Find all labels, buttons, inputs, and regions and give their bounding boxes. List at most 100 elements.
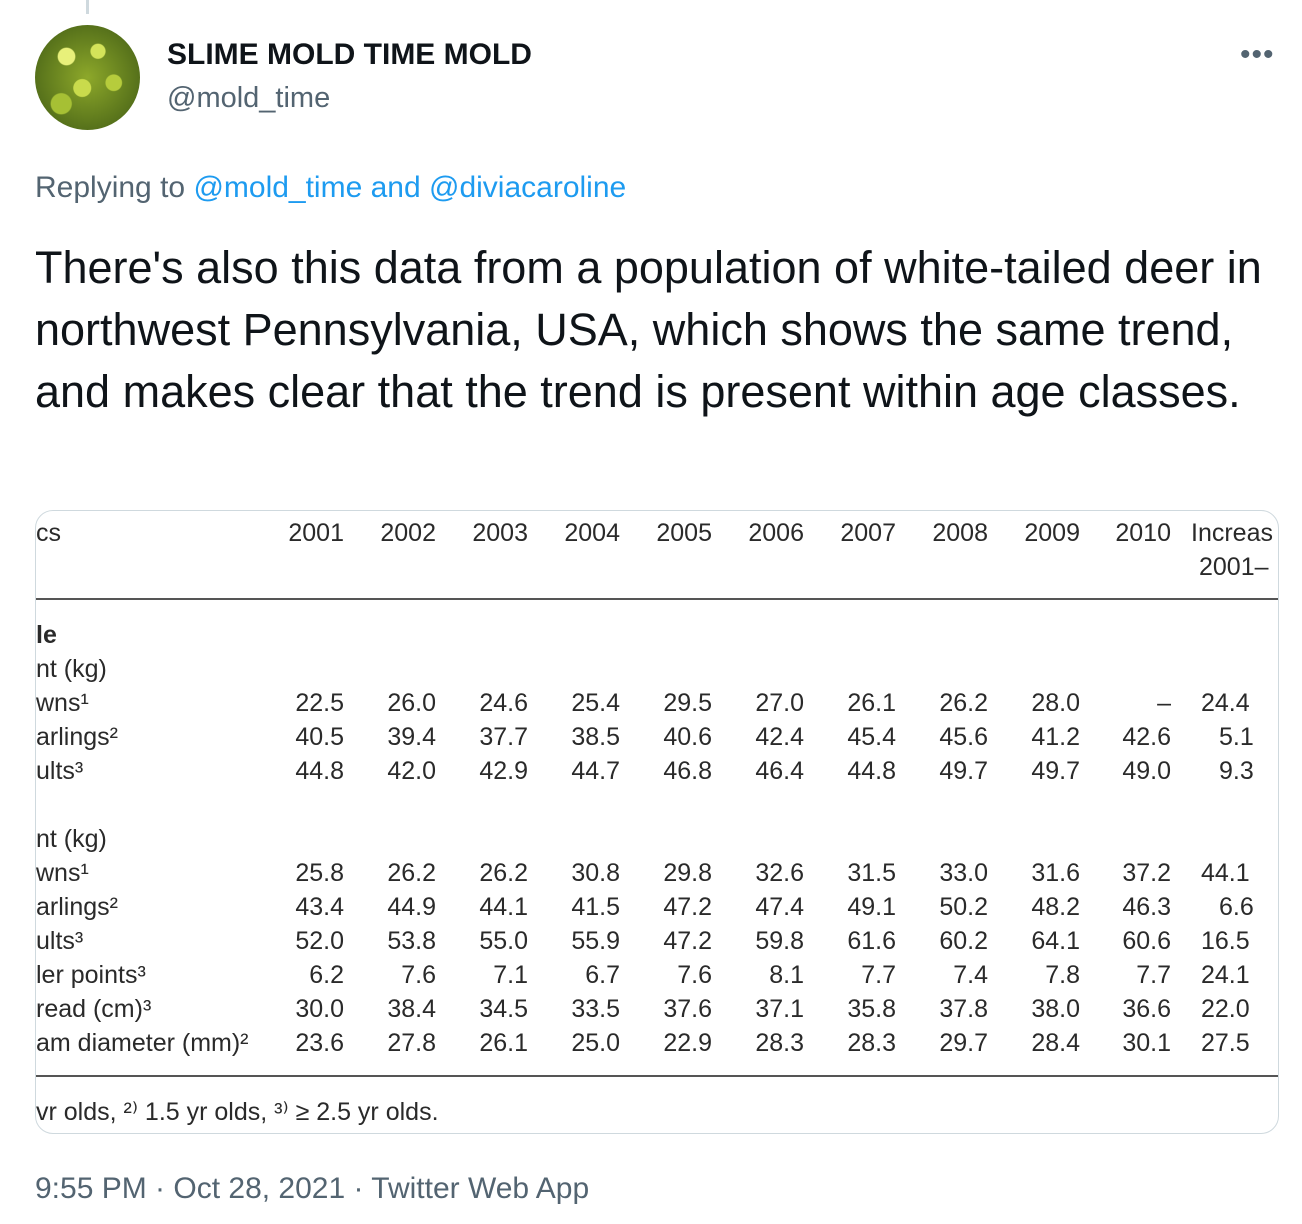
replying-to: Replying to @mold_time and @diviacarolin…: [35, 171, 626, 205]
row-label: nt (kg): [36, 825, 107, 853]
table-cell: 37.8: [939, 995, 988, 1023]
table-rule-top: [36, 598, 1278, 600]
table-cell: 47.2: [663, 927, 712, 955]
increase-header-range: 2001–: [1199, 553, 1269, 581]
table-cell: 42.4: [755, 723, 804, 751]
table-cell: 30.8: [571, 859, 620, 887]
increase-cell: 22.0: [1201, 995, 1250, 1023]
increase-cell: 6.6: [1219, 893, 1254, 921]
table-cell: 41.2: [1031, 723, 1080, 751]
table-cell: 46.4: [755, 757, 804, 785]
table-cell: 26.2: [479, 859, 528, 887]
table-cell: 59.8: [755, 927, 804, 955]
table-cell: 36.6: [1122, 995, 1171, 1023]
tweet-text: There's also this data from a population…: [35, 242, 1262, 417]
table-cell: 7.6: [677, 961, 712, 989]
table-cell: 39.4: [387, 723, 436, 751]
increase-cell: 16.5: [1201, 927, 1250, 955]
year-header: 2001: [288, 519, 344, 547]
timestamp[interactable]: 9:55 PM · Oct 28, 2021 · Twitter Web App: [35, 1172, 590, 1205]
table-cell: 30.0: [295, 995, 344, 1023]
table-cell: 40.6: [663, 723, 712, 751]
table-cell: 60.6: [1122, 927, 1171, 955]
table-cell: 46.3: [1122, 893, 1171, 921]
data-table: cs 2001 2002 2003 2004 2005 2006 2007 2008 2009 20…: [36, 511, 1278, 1133]
table-cell: 7.7: [1136, 961, 1171, 989]
table-cell: 38.0: [1031, 995, 1080, 1023]
year-header: 2007: [840, 519, 896, 547]
table-cell: 38.5: [571, 723, 620, 751]
table-cell: 42.6: [1122, 723, 1171, 751]
row-label: arlings²: [36, 893, 118, 921]
year-header: 2004: [564, 519, 620, 547]
table-cell: 33.5: [571, 995, 620, 1023]
table-cell: 49.7: [939, 757, 988, 785]
attached-image-table[interactable]: cs 2001 2002 2003 2004 2005 2006 2007 2008 2009 20…: [35, 510, 1279, 1134]
increase-cell: 9.3: [1219, 757, 1254, 785]
author-name[interactable]: SLIME MOLD TIME MOLD: [167, 38, 532, 71]
table-cell: 29.8: [663, 859, 712, 887]
table-cell: 28.3: [847, 1029, 896, 1057]
year-header: 2006: [748, 519, 804, 547]
table-cell: 26.2: [939, 689, 988, 717]
avatar[interactable]: [35, 25, 140, 130]
table-cell: 35.8: [847, 995, 896, 1023]
table-cell: 42.0: [387, 757, 436, 785]
table-cell: 47.2: [663, 893, 712, 921]
table-cell: 37.1: [755, 995, 804, 1023]
row-label: ults³: [36, 757, 84, 785]
table-cell: 53.8: [387, 927, 436, 955]
table-cell: 60.2: [939, 927, 988, 955]
table-cell: 45.4: [847, 723, 896, 751]
more-horizontal-icon[interactable]: •••: [1240, 38, 1275, 71]
table-cell: 26.0: [387, 689, 436, 717]
table-cell: 7.6: [401, 961, 436, 989]
table-cell: 55.0: [479, 927, 528, 955]
table-cell: 50.2: [939, 893, 988, 921]
row-label: ults³: [36, 927, 84, 955]
table-cell: 8.1: [769, 961, 804, 989]
row-label: read (cm)³: [36, 995, 152, 1023]
table-cell: 44.8: [847, 757, 896, 785]
reply-mentions-link[interactable]: @mold_time and @diviacaroline: [193, 171, 627, 204]
table-cell: 48.2: [1031, 893, 1080, 921]
row-label: ler points³: [36, 961, 146, 989]
table-cell: 61.6: [847, 927, 896, 955]
table-cell: 37.6: [663, 995, 712, 1023]
year-header: 2010: [1115, 519, 1171, 547]
table-cell: 26.1: [847, 689, 896, 717]
increase-cell: 24.4: [1201, 689, 1250, 717]
table-cell: 26.1: [479, 1029, 528, 1057]
table-cell: 44.7: [571, 757, 620, 785]
increase-cell: 44.1: [1201, 859, 1250, 887]
table-cell: 64.1: [1031, 927, 1080, 955]
increase-cell: 24.1: [1201, 961, 1250, 989]
row-label: wns¹: [36, 689, 89, 717]
table-cell: 33.0: [939, 859, 988, 887]
table-cell: 26.2: [387, 859, 436, 887]
year-header: 2009: [1024, 519, 1080, 547]
table-cell: 27.8: [387, 1029, 436, 1057]
table-footnote: vr olds, ²⁾ 1.5 yr olds, ³⁾ ≥ 2.5 yr old…: [36, 1098, 439, 1126]
table-cell: 27.0: [755, 689, 804, 717]
row-label: arlings²: [36, 723, 118, 751]
table-cell: 55.9: [571, 927, 620, 955]
author-handle[interactable]: @mold_time: [167, 82, 331, 114]
table-cell: 42.9: [479, 757, 528, 785]
table-cell: 46.8: [663, 757, 712, 785]
table-cell: 44.1: [479, 893, 528, 921]
table-cell: 28.3: [755, 1029, 804, 1057]
row-label: nt (kg): [36, 655, 107, 683]
table-cell: 37.7: [479, 723, 528, 751]
year-header: 2005: [656, 519, 712, 547]
table-cell: 7.8: [1045, 961, 1080, 989]
table-cell: –: [1157, 689, 1171, 717]
thread-connector: [86, 0, 89, 14]
table-cell: 29.5: [663, 689, 712, 717]
table-rule-bottom: [36, 1075, 1278, 1077]
table-cell: 52.0: [295, 927, 344, 955]
table-cell: 37.2: [1122, 859, 1171, 887]
replying-prefix: Replying to: [35, 171, 194, 204]
year-header: 2008: [932, 519, 988, 547]
table-cell: 31.6: [1031, 859, 1080, 887]
